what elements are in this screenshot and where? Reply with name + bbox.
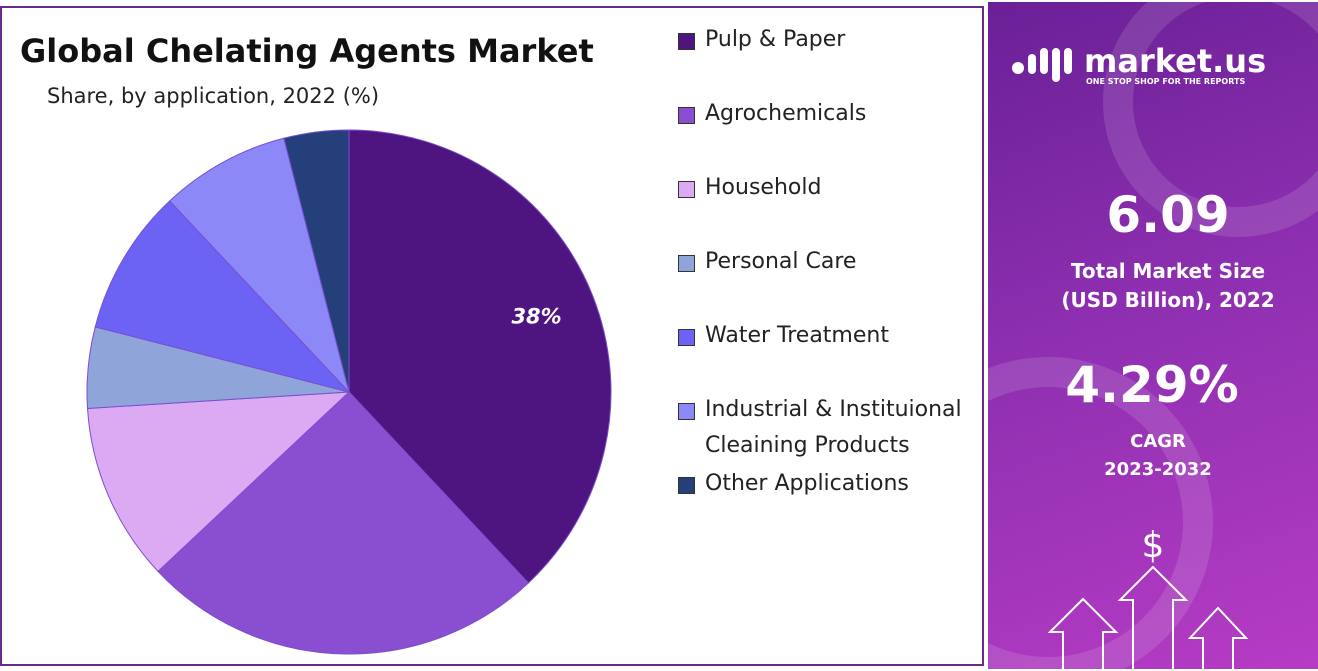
legend-item: Water Treatment <box>678 318 978 354</box>
chart-subtitle: Share, by application, 2022 (%) <box>47 84 380 108</box>
market-size-label: Total Market Size <box>1071 259 1265 283</box>
legend-label: Industrial & Instituional Cleaining Prod… <box>705 397 962 458</box>
legend-swatch <box>678 329 695 346</box>
data-label: 38% <box>511 305 561 329</box>
pie-slice <box>157 391 530 655</box>
cagr-period: 2023-2032 <box>1104 459 1212 480</box>
legend-label: Water Treatment <box>705 323 889 348</box>
cagr-label: CAGR <box>1130 431 1186 452</box>
pie-slice <box>168 137 350 393</box>
legend-label: Agrochemicals <box>705 101 867 126</box>
legend-item: Household <box>678 170 978 206</box>
pie-slice <box>94 200 351 393</box>
legend-label: Personal Care <box>705 249 857 274</box>
legend-swatch <box>678 107 695 124</box>
legend-swatch <box>678 181 695 198</box>
market-size: 6.09 <box>1106 186 1229 244</box>
legend-label: Pulp & Paper <box>705 27 846 52</box>
chart-title: Global Chelating Agents Market <box>20 32 594 70</box>
legend-swatch <box>678 403 695 420</box>
cagr-value: 4.29% <box>1065 356 1238 414</box>
legend-item: Other Applications <box>678 466 978 502</box>
legend-label: Other Applications <box>705 471 909 496</box>
logo-icon <box>1012 48 1072 82</box>
legend-swatch <box>678 33 695 50</box>
market-size-label: (USD Billion), 2022 <box>1061 288 1274 312</box>
pie-chart: 38% <box>86 129 612 655</box>
chart-panel: Global Chelating Agents Market Share, by… <box>0 6 984 666</box>
brand: market.us <box>1084 42 1266 80</box>
legend-item: Personal Care <box>678 244 978 280</box>
arrows <box>1047 565 1249 669</box>
dollar-icon: $ <box>1142 525 1165 566</box>
pie-slice <box>283 129 350 393</box>
tagline: ONE STOP SHOP FOR THE REPORTS <box>1086 77 1245 86</box>
legend-item: Pulp & Paper <box>678 22 978 58</box>
bg-decor <box>988 2 1318 669</box>
pie-slice <box>348 129 612 584</box>
legend-item: Agrochemicals <box>678 96 978 132</box>
legend-swatch <box>678 477 695 494</box>
legend-swatch <box>678 255 695 272</box>
sidebar-graphic: market.us ONE STOP SHOP FOR THE REPORTS … <box>988 2 1318 669</box>
legend-label: Household <box>705 175 822 200</box>
legend-item: Industrial & Instituional Cleaining Prod… <box>678 392 978 464</box>
pie-slice <box>86 391 351 573</box>
sidebar: market.us ONE STOP SHOP FOR THE REPORTS … <box>988 2 1318 669</box>
